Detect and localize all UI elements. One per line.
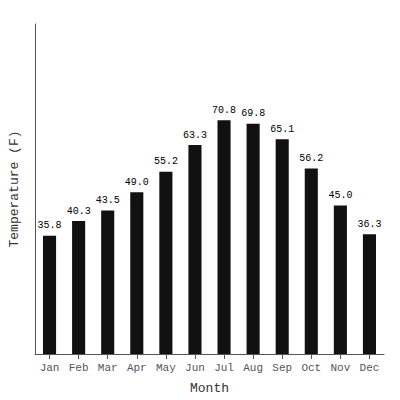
svg-text:Jul: Jul [214, 362, 234, 374]
svg-text:55.2: 55.2 [154, 156, 178, 167]
svg-text:69.8: 69.8 [241, 108, 265, 119]
svg-text:35.8: 35.8 [38, 220, 62, 231]
svg-text:Aug: Aug [243, 362, 263, 374]
svg-text:Month: Month [190, 381, 229, 396]
svg-text:36.3: 36.3 [357, 219, 381, 230]
svg-text:Nov: Nov [330, 362, 350, 374]
svg-text:45.0: 45.0 [328, 190, 352, 201]
svg-text:Apr: Apr [127, 362, 147, 374]
svg-text:70.8: 70.8 [212, 105, 236, 116]
svg-text:40.3: 40.3 [67, 206, 91, 217]
svg-text:65.1: 65.1 [270, 124, 294, 135]
svg-text:May: May [156, 362, 176, 374]
svg-text:63.3: 63.3 [183, 130, 207, 141]
svg-text:Jan: Jan [40, 362, 60, 374]
svg-text:49.0: 49.0 [125, 177, 149, 188]
svg-text:Oct: Oct [301, 362, 321, 374]
svg-text:56.2: 56.2 [299, 153, 323, 164]
svg-text:Jun: Jun [185, 362, 205, 374]
svg-text:Temperature (F): Temperature (F) [7, 130, 22, 247]
svg-text:Feb: Feb [69, 362, 89, 374]
svg-text:Mar: Mar [98, 362, 118, 374]
svg-text:Sep: Sep [272, 362, 292, 374]
svg-text:Dec: Dec [360, 362, 380, 374]
svg-text:43.5: 43.5 [96, 195, 120, 206]
